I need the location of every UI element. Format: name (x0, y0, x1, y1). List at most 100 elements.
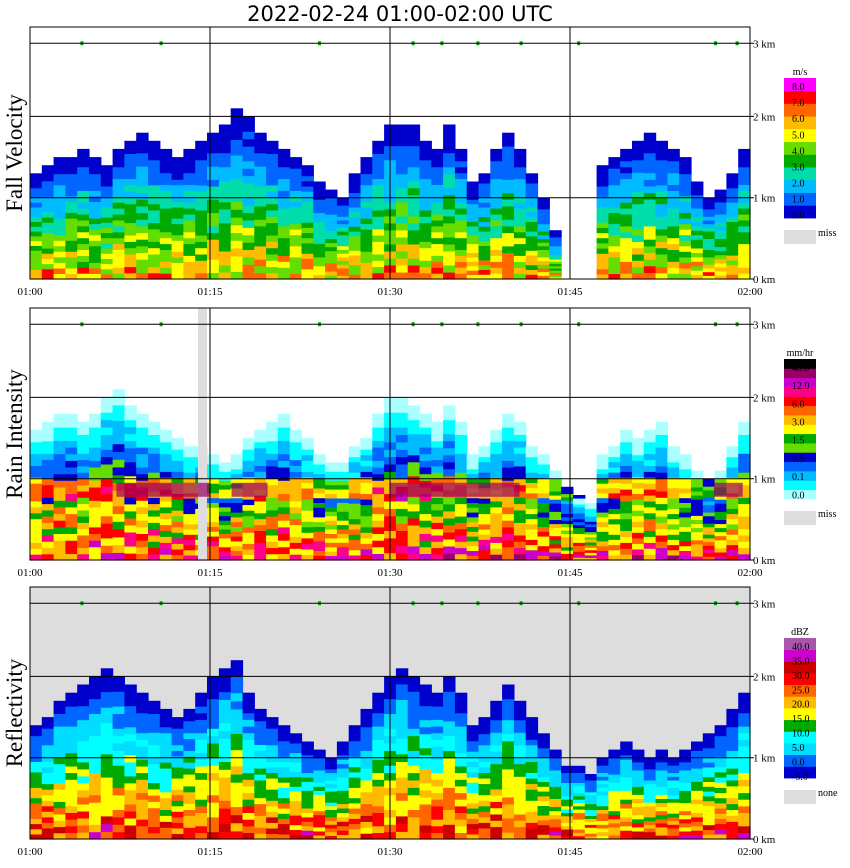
echo-cell (655, 790, 668, 795)
echo-cell (313, 270, 326, 276)
echo-cell (655, 534, 668, 542)
echo-cell (667, 178, 680, 185)
echo-cell (726, 226, 739, 232)
echo-cell (395, 222, 409, 231)
echo-cell (195, 752, 208, 760)
echo-cell (407, 180, 421, 189)
echo-cell (655, 497, 668, 505)
echo-cell (549, 790, 562, 795)
echo-cell (466, 225, 480, 231)
echo-cell (89, 698, 102, 707)
echo-cell (254, 833, 267, 840)
echo-cell (419, 761, 432, 770)
echo-cell (573, 521, 586, 526)
echo-cell (537, 810, 550, 816)
x-tick-label: 01:45 (557, 567, 583, 579)
echo-cell (714, 766, 727, 773)
echo-cell (561, 496, 574, 501)
echo-cell (454, 509, 468, 517)
echo-cell (655, 253, 668, 261)
echo-cell (372, 235, 385, 242)
echo-cell (360, 234, 373, 241)
echo-cell (726, 274, 739, 280)
echo-cell (691, 478, 704, 484)
echo-cell (89, 262, 102, 269)
echo-cell (277, 473, 291, 481)
echo-cell (573, 524, 586, 529)
echo-cell (100, 800, 114, 809)
echo-cell (171, 811, 184, 818)
echo-cell (301, 537, 314, 544)
echo-cell (171, 476, 184, 483)
echo-cell (148, 446, 161, 454)
echo-cell (348, 745, 362, 752)
echo-cell (289, 212, 303, 219)
echo-cell (537, 786, 550, 792)
echo-cell (372, 433, 385, 441)
echo-cell (336, 264, 350, 269)
plot-frame (29, 26, 751, 280)
echo-cell (77, 478, 90, 486)
echo-cell (159, 833, 173, 840)
echo-cell (513, 267, 527, 274)
echo-cell (679, 497, 692, 503)
echo-cell (254, 530, 267, 537)
echo-cell (77, 547, 90, 555)
echo-cell (183, 225, 196, 233)
echo-cell (419, 789, 432, 798)
echo-cell (513, 744, 527, 752)
echo-cell (301, 812, 314, 818)
echo-cell (124, 454, 137, 463)
echo-cell (620, 489, 633, 496)
echo-cell (643, 512, 657, 520)
echo-cell (112, 428, 125, 437)
echo-cell (89, 540, 102, 548)
echo-cell (242, 138, 255, 147)
echo-cell (30, 216, 43, 222)
echo-cell (395, 738, 409, 747)
echo-cell (502, 239, 515, 247)
echo-cell (30, 264, 43, 270)
echo-cell (513, 459, 527, 467)
echo-cell (30, 250, 43, 256)
echo-cell (348, 823, 362, 830)
echo-cell (525, 187, 539, 194)
echo-cell (691, 474, 704, 480)
echo-cell (289, 471, 303, 478)
echo-cell (407, 750, 421, 759)
echo-cell (254, 714, 267, 722)
echo-cell (395, 229, 409, 238)
y-tick-label: 1 km (753, 474, 776, 486)
echo-cell (714, 242, 727, 248)
echo-cell (313, 749, 326, 755)
echo-cell (336, 830, 350, 836)
echo-cell (443, 243, 456, 252)
echo-cell (289, 506, 303, 514)
echo-cell (148, 713, 161, 721)
echo-cell (254, 245, 267, 253)
echo-cell (596, 545, 609, 551)
echo-cell (702, 260, 716, 265)
echo-cell (254, 259, 267, 267)
echo-cell (549, 261, 562, 265)
echo-cell (726, 518, 739, 525)
echo-cell (30, 802, 43, 809)
echo-cell (419, 209, 432, 217)
echo-cell (667, 798, 680, 803)
echo-cell (478, 783, 491, 790)
echo-cell (726, 477, 739, 483)
echo-cell (419, 817, 432, 826)
echo-cell (277, 833, 291, 840)
echo-cell (372, 473, 385, 481)
echo-cell (513, 738, 527, 746)
echo-cell (195, 799, 208, 807)
echo-cell (89, 533, 102, 541)
echo-cell (254, 172, 267, 180)
echo-cell (171, 251, 184, 258)
echo-cell (313, 185, 326, 191)
echo-cell (702, 733, 716, 739)
echo-cell (395, 159, 409, 168)
echo-cell (372, 493, 385, 501)
echo-cell (573, 789, 586, 793)
echo-cell (266, 472, 279, 479)
